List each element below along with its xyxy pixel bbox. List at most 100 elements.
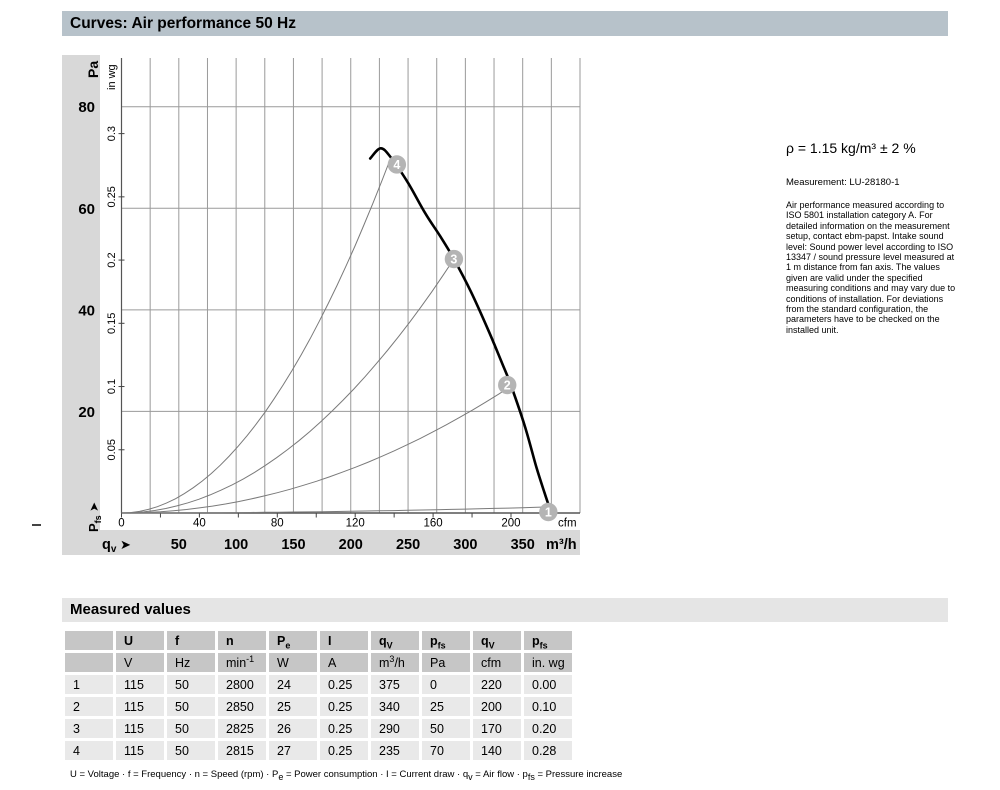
value-cell: 0.25 [320,675,368,694]
cfm-tick-label: 0 [118,518,124,530]
value-cell: 115 [116,697,164,716]
unit-cell: W [269,653,317,672]
value-cell: 115 [116,675,164,694]
header-cell: qV [371,631,419,650]
measurement-notes: ρ = 1.15 kg/m³ ± 2 % Measurement: LU-281… [786,140,956,335]
unit-cell: Hz [167,653,215,672]
air-performance-chart: 1 2 3 4 Pa 20 40 60 80 Pfs ➤ in wg 0.05 0.1 0.15 0.2 0.… [62,55,600,560]
cfm-tick-label: 160 [424,518,443,530]
inwg-tick-label: 0.25 [106,186,118,207]
value-cell: 0.00 [524,675,572,694]
header-cell: pfs [422,631,470,650]
value-cell: 50 [167,697,215,716]
value-cell: 0.25 [320,719,368,738]
m3h-tick-label: 50 [171,537,187,553]
value-cell: 200 [473,697,521,716]
m3h-tick-label: 250 [396,537,420,553]
y-axis-quantity-pfs: Pfs ➤ [86,502,103,532]
value-cell: 26 [269,719,317,738]
value-cell: 115 [116,719,164,738]
measured-values-title-bar: Measured values [62,598,948,622]
page-fold-mark [32,524,41,526]
operating-point-number: 1 [545,505,552,519]
unit-cell: min-1 [218,653,266,672]
value-cell: 2825 [218,719,266,738]
value-cell: 50 [167,741,215,760]
value-cell: 220 [473,675,521,694]
y-axis-tick-label: 60 [78,201,95,218]
value-cell: 50 [167,675,215,694]
cfm-tick-label: 200 [501,518,520,530]
header-cell: qV [473,631,521,650]
m3h-tick-label: 100 [224,537,248,553]
section-title-bar: Curves: Air performance 50 Hz [62,11,948,36]
cfm-tick-label: 80 [271,518,284,530]
inwg-tick-label: 0.15 [106,313,118,334]
unit-cell: Pa [422,653,470,672]
m3h-tick-label: 150 [281,537,305,553]
cfm-tick-label: 120 [346,518,365,530]
system-resistance-curves [121,157,552,514]
header-cell: pfs [524,631,572,650]
value-cell: 235 [371,741,419,760]
operating-point-4: 4 [387,155,407,174]
value-cell: 0.28 [524,741,572,760]
x-axis-unit-cfm: cfm [558,518,577,530]
cfm-tick-label: 40 [193,518,206,530]
unit-cell [65,653,113,672]
system-curve-2 [121,385,512,514]
operating-point-1: 1 [539,502,558,522]
header-cell: f [167,631,215,650]
system-curve-1 [121,506,552,514]
y-axis-unit-inwg: in wg [106,64,118,90]
header-cell: U [116,631,164,650]
value-cell: 1 [65,675,113,694]
m3h-tick-label: 350 [511,537,535,553]
value-cell: 25 [269,697,317,716]
value-cell: 170 [473,719,521,738]
axis-ticks [118,133,551,518]
table-row: 4 115 50 2815 27 0.25 235 70 140 0.28 [65,741,572,760]
inwg-tick-label: 0.05 [106,439,118,460]
air-performance-chart-svg: 1 2 3 4 Pa 20 40 60 80 Pfs ➤ in wg 0.05 0.1 0.15 0.2 0.… [62,55,581,555]
value-cell: 27 [269,741,317,760]
value-cell: 50 [422,719,470,738]
value-cell: 2815 [218,741,266,760]
y-axis-band [62,55,100,555]
value-cell: 2 [65,697,113,716]
grid-lines [121,58,581,513]
m3h-tick-label: 200 [339,537,363,553]
m3h-tick-label: 300 [453,537,477,553]
value-cell: 4 [65,741,113,760]
header-cell: I [320,631,368,650]
header-cell [65,631,113,650]
value-cell: 3 [65,719,113,738]
operating-point-number: 3 [450,252,457,266]
value-cell: 2850 [218,697,266,716]
value-cell: 0.20 [524,719,572,738]
air-density-note: ρ = 1.15 kg/m³ ± 2 % [786,140,916,156]
value-cell: 375 [371,675,419,694]
value-cell: 25 [422,697,470,716]
inwg-tick-label: 0.2 [106,252,118,267]
operating-point-2: 2 [498,375,517,395]
operating-point-number: 4 [393,158,400,172]
inwg-tick-label: 0.3 [106,126,118,141]
table-row: 2 115 50 2850 25 0.25 340 25 200 0.10 [65,697,572,716]
measurement-reference: Measurement: LU-28180-1 [786,177,900,188]
table-footnote: U = Voltage · f = Frequency · n = Speed … [70,769,623,782]
measured-values-title: Measured values [70,601,191,618]
x-axis-quantity-qv: qv ➤ [102,537,131,555]
operating-point-markers: 1 2 3 4 [387,155,558,522]
y-axis-tick-label: 80 [78,99,95,116]
system-curve-3 [121,258,455,514]
value-cell: 290 [371,719,419,738]
system-curve-4 [121,157,392,514]
x-axis-unit-m3h: m³/h [546,537,577,553]
value-cell: 115 [116,741,164,760]
y-axis-unit-pa: Pa [85,61,101,78]
